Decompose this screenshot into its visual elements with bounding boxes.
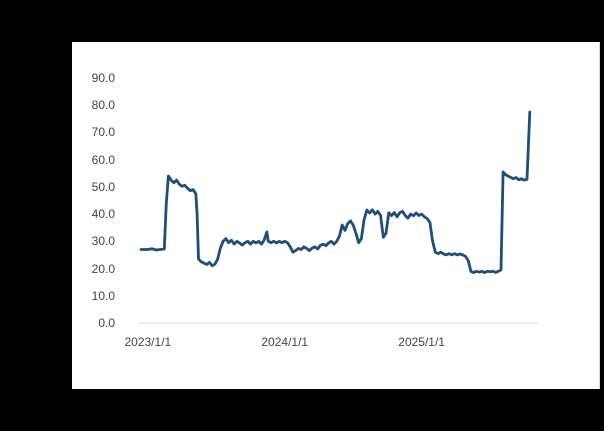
y-tick-label: 50.0 [91,179,115,194]
y-tick-label: 60.0 [91,152,115,167]
y-tick-label: 30.0 [91,234,115,249]
line-chart: 0.0 10.0 20.0 30.0 40.0 50.0 60.0 70.0 80.0 90.0 … [72,42,599,389]
y-tick-label: 20.0 [91,261,115,276]
y-tick-label: 90.0 [91,71,115,85]
chart-canvas [138,110,538,324]
x-tick-label: 2025/1/1 [398,335,445,349]
x-tick-label: 2024/1/1 [261,335,309,349]
y-tick-label: 80.0 [91,98,115,113]
y-tick-label: 0.0 [98,316,115,330]
y-tick-label: 10.0 [91,288,115,303]
chart-panel: 0.0 10.0 20.0 30.0 40.0 50.0 60.0 70.0 80.0 90.0 … [72,42,600,389]
y-tick-label: 70.0 [91,125,115,140]
series-line [139,110,532,275]
x-tick-label: 2023/1/1 [124,335,172,349]
y-tick-label: 40.0 [91,207,115,222]
